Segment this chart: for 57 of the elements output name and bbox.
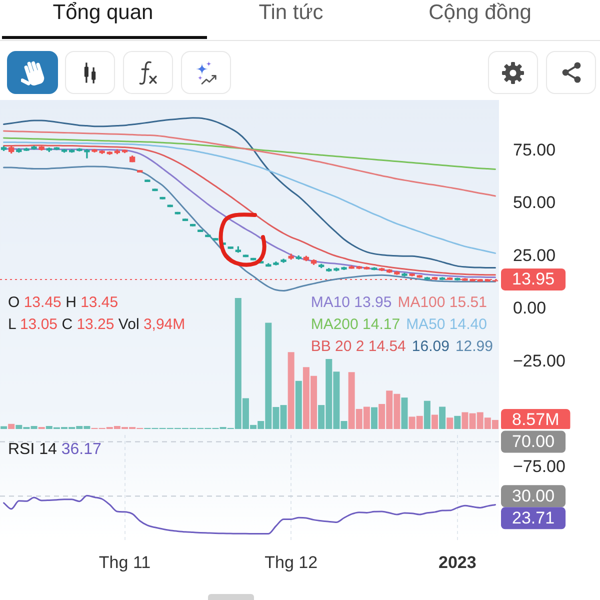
y-tick-label: 50.00 xyxy=(513,193,556,212)
bar xyxy=(371,407,378,429)
line-series xyxy=(3,117,496,268)
bar xyxy=(454,416,461,429)
line-series xyxy=(3,141,496,254)
candlestick-button[interactable] xyxy=(65,51,115,94)
text: MA100 15.51 xyxy=(398,294,487,311)
settings-button[interactable] xyxy=(488,51,538,94)
y-tick-label: 75.00 xyxy=(513,140,556,160)
bar xyxy=(401,398,408,429)
candlestick xyxy=(182,218,188,222)
candlestick xyxy=(152,188,158,192)
bar xyxy=(446,418,454,429)
line-series xyxy=(3,130,496,197)
bar xyxy=(431,414,438,429)
bar xyxy=(0,426,8,429)
function-button[interactable] xyxy=(123,51,173,94)
text: 16.09 xyxy=(412,338,450,355)
text: BB 20 2 14.54 xyxy=(310,338,406,355)
x-tick-label: Thg 11 xyxy=(98,552,151,572)
sparkle-button[interactable] xyxy=(181,51,231,94)
y-tick-label: −75.00 xyxy=(513,456,566,476)
line-series xyxy=(3,137,496,170)
data-label: 23.71 xyxy=(512,508,555,528)
text: 12.99 xyxy=(455,338,493,355)
text: RSI 14 36.17 xyxy=(8,441,102,458)
candlestick xyxy=(174,212,181,214)
bar xyxy=(288,352,294,429)
candlestick xyxy=(250,258,256,260)
bar xyxy=(424,400,430,429)
candlestick xyxy=(160,196,166,200)
text: O 13.45 H 13.45 L 13.05 C 13.25 Vol 3,94M xyxy=(8,294,186,333)
text: 8.57M xyxy=(512,410,560,430)
y-tick-label: 25.00 xyxy=(513,246,556,265)
line-series xyxy=(3,166,496,292)
y-tick-label: 70.00 xyxy=(512,432,555,451)
line-series xyxy=(3,494,496,535)
x-tick-label: Thg 12 xyxy=(264,552,318,572)
bar xyxy=(8,424,15,429)
text: Tổng quan xyxy=(52,1,154,25)
hand-button[interactable] xyxy=(7,51,58,94)
bar xyxy=(295,380,302,429)
candlestick xyxy=(416,275,422,278)
share-button[interactable] xyxy=(546,51,596,94)
text: MA50 14.40 xyxy=(406,316,487,333)
y-tick-label: 0.00 xyxy=(513,298,546,318)
series-label: MA10 13.95 xyxy=(310,294,392,311)
x-tick-label: 2023 xyxy=(438,552,476,572)
ref-line-label: 13.95 xyxy=(512,270,555,289)
y-tick-label: −25.00 xyxy=(513,351,566,370)
candlestick xyxy=(205,234,211,238)
text: Tin tức xyxy=(258,1,324,25)
text: MA200 14.17 xyxy=(310,316,400,333)
text: Cộng đồng xyxy=(428,1,532,25)
bar xyxy=(439,406,446,429)
y-tick-label: 30.00 xyxy=(512,486,555,506)
candlestick xyxy=(190,224,196,226)
